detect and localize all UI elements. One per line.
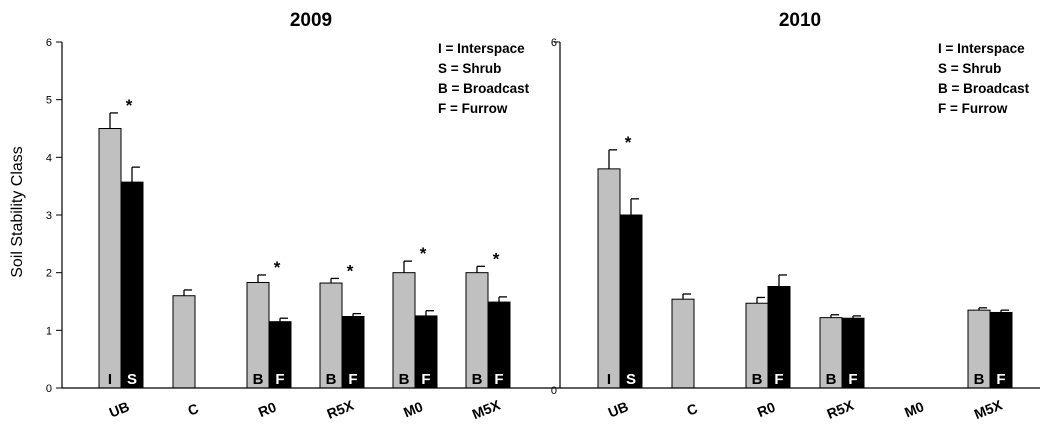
- x-tick-label-R5X: R5X: [325, 397, 357, 422]
- x-tick-label-R0: R0: [256, 399, 279, 421]
- legend-entry-0-0: I = Interspace: [438, 41, 525, 56]
- y-tick-label-0-2: 2: [46, 268, 52, 280]
- bar-UB-0: [98, 128, 122, 389]
- significance-star-R0: *: [274, 258, 281, 277]
- bar-UB-1: [619, 214, 643, 389]
- bar-letter-M5X-1: F: [996, 371, 1005, 388]
- y-tick-label-0-1: 1: [46, 325, 52, 337]
- legend-entry-0-3: F = Furrow: [438, 101, 508, 116]
- x-tick-label-UB: UB: [606, 398, 631, 420]
- bar-C-0: [671, 298, 695, 389]
- x-tick-label-M0: M0: [902, 398, 926, 420]
- bar-letter-M5X-1: F: [494, 371, 503, 388]
- significance-star-UB: *: [625, 133, 632, 152]
- significance-star-UB: *: [126, 96, 133, 115]
- legend-entry-1-2: B = Broadcast: [938, 81, 1030, 96]
- bar-letter-R5X-0: B: [826, 371, 837, 388]
- bar-letter-M0-1: F: [421, 371, 430, 388]
- bar-letter-R5X-1: F: [848, 371, 857, 388]
- x-tick-label-C: C: [185, 400, 200, 419]
- panel-title-1: 2010: [779, 10, 821, 31]
- legend-entry-1-1: S = Shrub: [938, 61, 1001, 76]
- legend-entry-1-3: F = Furrow: [938, 101, 1008, 116]
- y-tick-label-0-0: 0: [46, 383, 52, 395]
- bar-letter-UB-0: I: [108, 371, 112, 388]
- bar-letter-R0-1: F: [774, 371, 783, 388]
- bar-letter-UB-1: S: [626, 371, 636, 388]
- bar-letter-R5X-0: B: [326, 371, 337, 388]
- y-tick-label-0-4: 4: [46, 152, 52, 164]
- bar-letter-R5X-1: F: [348, 371, 357, 388]
- y-tick-label-0-3: 3: [46, 210, 52, 222]
- bar-UB-0: [597, 168, 621, 389]
- legend-entry-0-2: B = Broadcast: [438, 81, 530, 96]
- x-tick-label-UB: UB: [107, 398, 132, 420]
- significance-star-M5X: *: [493, 249, 500, 268]
- significance-star-R5X: *: [347, 261, 354, 280]
- legend-entry-0-1: S = Shrub: [438, 61, 501, 76]
- bar-letter-R0-0: B: [253, 371, 264, 388]
- y-axis-label: Soil Stability Class: [9, 146, 26, 278]
- bar-letter-M0-0: B: [399, 371, 410, 388]
- bar-letter-R0-0: B: [752, 371, 763, 388]
- bar-C-0: [172, 295, 196, 389]
- x-tick-label-R5X: R5X: [825, 397, 857, 422]
- x-tick-label-C: C: [684, 400, 699, 419]
- x-tick-label-M0: M0: [401, 398, 425, 420]
- y-tick-label-0-6: 6: [46, 37, 52, 49]
- y-tick-label-0-5: 5: [46, 95, 52, 107]
- x-tick-label-M5X: M5X: [470, 396, 503, 422]
- panel-title-0: 2009: [290, 10, 332, 31]
- y-tick-label-1-0: 0: [551, 385, 557, 397]
- bar-letter-UB-0: I: [607, 371, 611, 388]
- legend-entry-1-0: I = Interspace: [938, 41, 1025, 56]
- significance-star-M0: *: [420, 244, 427, 263]
- bar-letter-UB-1: S: [127, 371, 137, 388]
- bar-letter-R0-1: F: [275, 371, 284, 388]
- x-tick-label-M5X: M5X: [972, 396, 1005, 422]
- bar-letter-M5X-0: B: [974, 371, 985, 388]
- y-tick-label-1-6: 6: [551, 37, 557, 49]
- x-tick-label-R0: R0: [755, 399, 778, 421]
- bar-UB-1: [120, 181, 144, 389]
- bar-letter-M5X-0: B: [472, 371, 483, 388]
